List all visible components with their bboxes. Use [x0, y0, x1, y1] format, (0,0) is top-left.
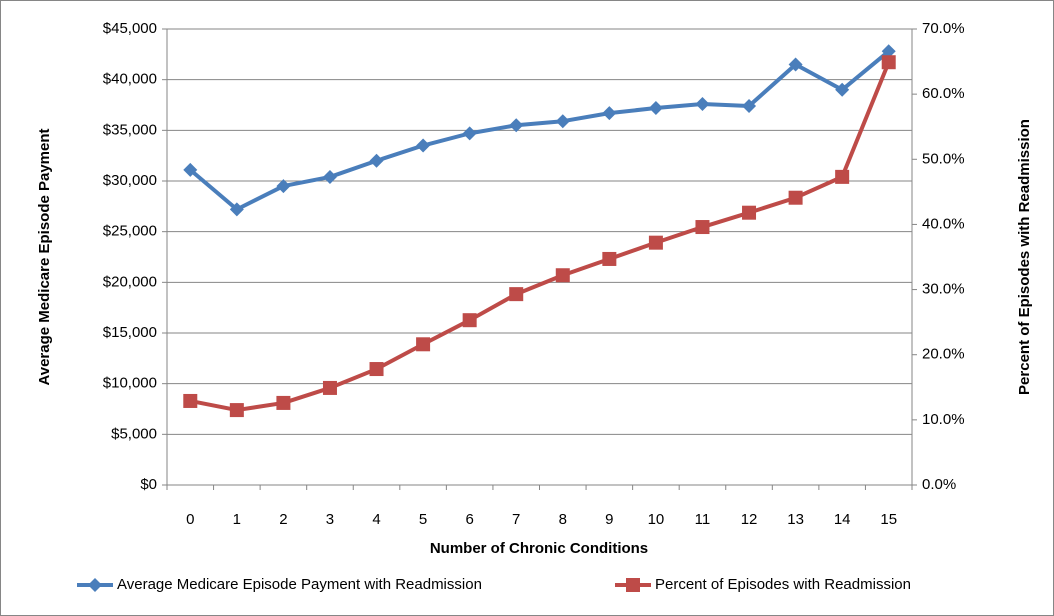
marker [835, 169, 850, 184]
x-tick-label: 13 [787, 511, 804, 528]
marker [695, 220, 710, 235]
marker [229, 202, 244, 217]
marker [183, 162, 198, 177]
x-tick-label: 8 [559, 511, 567, 528]
marker [416, 138, 431, 153]
marker [835, 82, 850, 97]
marker [462, 313, 477, 328]
marker [602, 106, 617, 121]
marker [742, 99, 757, 114]
y2-tick-label: 30.0% [922, 281, 965, 298]
y-tick-label: $5,000 [111, 425, 157, 442]
y-tick-label: $35,000 [103, 121, 157, 138]
x-tick-label: 9 [605, 511, 613, 528]
marker [648, 101, 663, 116]
marker [881, 55, 896, 70]
plot-area [167, 29, 912, 485]
x-tick-label: 11 [695, 511, 711, 528]
marker [602, 251, 617, 266]
marker [322, 380, 337, 395]
marker [788, 190, 803, 205]
y-tick-label: $20,000 [103, 273, 157, 290]
y-tick-label: $40,000 [103, 71, 157, 88]
y2-tick-label: 20.0% [922, 346, 965, 363]
y2-tick-label: 0.0% [922, 476, 956, 493]
y2-tick-label: 70.0% [922, 20, 965, 37]
y-tick-label: $45,000 [103, 20, 157, 37]
y2-tick-label: 60.0% [922, 85, 965, 102]
x-tick-label: 0 [186, 511, 194, 528]
legend-label: Average Medicare Episode Payment with Re… [117, 576, 482, 593]
x-tick-label: 4 [372, 511, 380, 528]
marker [555, 268, 570, 283]
x-tick-label: 1 [233, 511, 241, 528]
series-line [188, 49, 890, 212]
legend-marker [88, 578, 102, 592]
y-tick-label: $10,000 [103, 375, 157, 392]
marker [369, 153, 384, 168]
x-tick-label: 15 [880, 511, 897, 528]
x-tick-label: 12 [741, 511, 758, 528]
x-axis-title: Number of Chronic Conditions [430, 540, 648, 557]
marker [509, 118, 524, 133]
series-line [189, 61, 891, 413]
legend-label: Percent of Episodes with Readmission [655, 576, 911, 593]
marker [648, 235, 663, 250]
y-tick-label: $25,000 [103, 223, 157, 240]
marker [462, 126, 477, 141]
y2-tick-label: 40.0% [922, 215, 965, 232]
x-tick-label: 10 [648, 511, 665, 528]
marker [276, 179, 291, 194]
x-tick-label: 6 [465, 511, 473, 528]
marker [183, 393, 198, 408]
y-tick-label: $30,000 [103, 172, 157, 189]
y-axis-title: Average Medicare Episode Payment [36, 128, 53, 385]
marker [369, 362, 384, 377]
y2-tick-label: 50.0% [922, 150, 965, 167]
y2-axis-title: Percent of Episodes with Readmission [1016, 119, 1033, 395]
x-tick-label: 7 [512, 511, 520, 528]
y-tick-label: $15,000 [103, 324, 157, 341]
y-tick-label: $0 [140, 476, 157, 493]
marker [416, 337, 431, 352]
x-tick-label: 14 [834, 511, 851, 528]
y2-tick-label: 10.0% [922, 411, 965, 428]
x-tick-label: 3 [326, 511, 334, 528]
x-tick-label: 5 [419, 511, 427, 528]
marker [555, 114, 570, 129]
marker [229, 403, 244, 418]
marker [322, 169, 337, 184]
marker [742, 205, 757, 220]
legend-marker [626, 578, 640, 592]
marker [788, 57, 803, 72]
marker [881, 44, 896, 59]
marker [695, 96, 710, 111]
x-tick-label: 2 [279, 511, 287, 528]
marker [276, 395, 291, 410]
marker [509, 287, 524, 302]
